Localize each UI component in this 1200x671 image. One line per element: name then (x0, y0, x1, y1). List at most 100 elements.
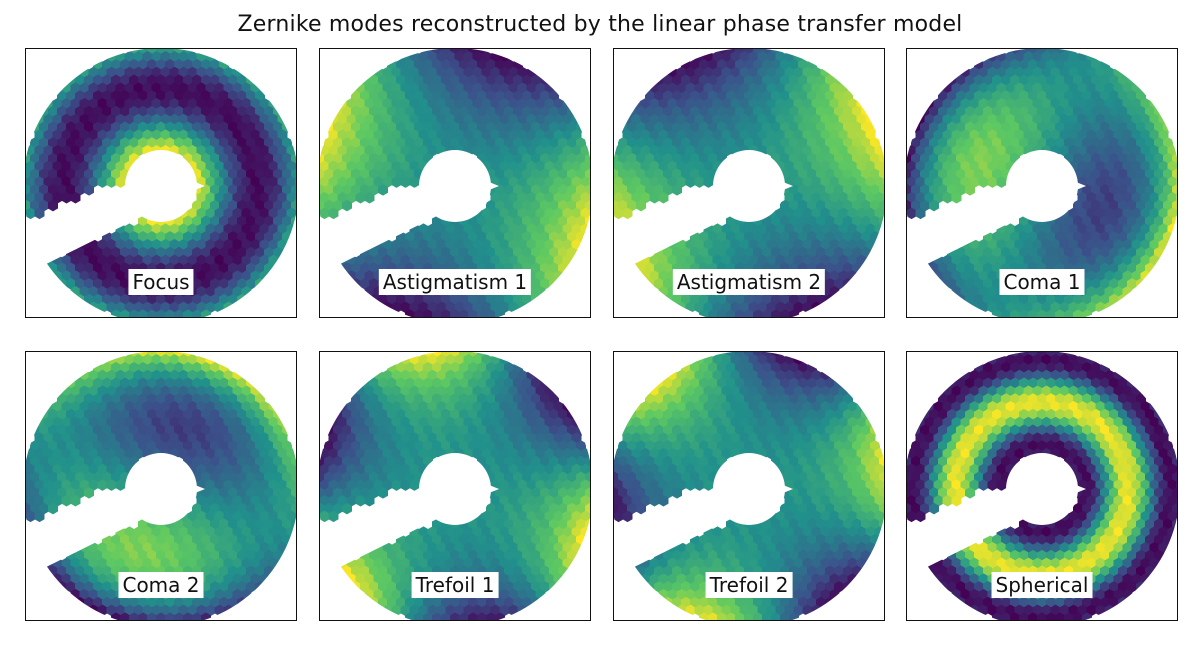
phase-cell (400, 176, 411, 188)
phase-cell (703, 479, 714, 491)
panel-label-coma-2: Coma 2 (118, 572, 204, 598)
obscuration-notch (489, 182, 499, 190)
phase-cell (115, 176, 126, 188)
phase-cell (201, 309, 211, 317)
phase-cell (622, 207, 633, 220)
phase-cell (614, 207, 624, 220)
phase-cell (355, 192, 366, 204)
phase-cell (635, 199, 647, 212)
obscuration-notch (195, 182, 205, 190)
panel-label-focus: Focus (128, 269, 194, 295)
phase-cell (685, 176, 696, 188)
phase-cell (34, 207, 45, 220)
phase-cell (584, 184, 590, 196)
phase-cell (70, 495, 81, 507)
panel-trefoil-1: Trefoil 1 (319, 351, 591, 621)
pupil-outer-mask (614, 49, 884, 317)
panel-label-coma-1: Coma 1 (999, 269, 1085, 295)
panel-focus: Focus (25, 48, 297, 318)
panel-coma-2: Coma 2 (25, 351, 297, 621)
phase-cell (106, 479, 117, 491)
spider-arm-gap (614, 178, 743, 274)
phase-cell (409, 176, 420, 188)
phase-cell (26, 510, 36, 523)
obscuration-notch (489, 485, 499, 493)
obscuration-notch (783, 182, 793, 190)
spider-arm-gap (26, 481, 155, 577)
phase-cell (47, 502, 59, 515)
phase-cell (341, 502, 353, 515)
phase-cell (47, 199, 59, 212)
panel-astigmatism-1: Astigmatism 1 (319, 48, 591, 318)
phase-cell (290, 487, 296, 499)
phase-cell (1082, 309, 1092, 317)
phase-cell (942, 192, 953, 204)
phase-cell (951, 192, 962, 204)
phase-cell (201, 612, 211, 620)
panel-astigmatism-2: Astigmatism 2 (613, 48, 885, 318)
phase-cell (703, 176, 714, 188)
phase-cell (915, 207, 926, 220)
phase-cell (26, 207, 36, 220)
obscuration-notch (195, 485, 205, 493)
phase-cell (320, 510, 330, 523)
phase-cell (685, 479, 696, 491)
phase-cell (61, 495, 72, 507)
phase-cell (987, 176, 998, 188)
pupil-outer-mask (320, 49, 590, 317)
phase-cell (964, 184, 975, 196)
phase-cell (928, 199, 940, 212)
phase-map-coma-1 (907, 49, 1177, 317)
spider-arm-gap (320, 481, 449, 577)
phase-cell (495, 309, 505, 317)
panel-trefoil-2: Trefoil 2 (613, 351, 885, 621)
pupil-outer-mask (26, 49, 296, 317)
panel-coma-1: Coma 1 (906, 48, 1178, 318)
phase-cell (495, 612, 505, 620)
phase-cell (320, 207, 330, 220)
phase-cell (789, 309, 799, 317)
phase-cell (978, 176, 989, 188)
phase-cell (83, 487, 94, 499)
phase-cell (377, 487, 388, 499)
panel-label-astigmatism-1: Astigmatism 1 (378, 269, 532, 295)
phase-cell (1171, 184, 1177, 196)
phase-cell (83, 184, 94, 196)
phase-cell (97, 176, 108, 188)
panel-label-astigmatism-2: Astigmatism 2 (672, 269, 826, 295)
pupil-outer-mask (320, 352, 590, 620)
phase-cell (328, 207, 339, 220)
spider-arm-gap (320, 178, 449, 274)
phase-cell (584, 487, 590, 499)
phase-cell (355, 495, 366, 507)
pupil-outer-mask (907, 49, 1177, 317)
spider-arm-gap (907, 178, 1036, 274)
phase-cell (97, 479, 108, 491)
phase-map-trefoil-1 (320, 352, 590, 620)
phase-cell (409, 479, 420, 491)
phase-cell (658, 192, 669, 204)
phase-cell (377, 184, 388, 196)
phase-cell (364, 192, 375, 204)
phase-cell (671, 184, 682, 196)
phase-cell (996, 176, 1007, 188)
spider-arm-gap (26, 178, 155, 274)
figure-title: Zernike modes reconstructed by the linea… (237, 12, 963, 37)
phase-cell (61, 192, 72, 204)
phase-cell (391, 479, 402, 491)
phase-cell (34, 510, 45, 523)
phase-cell (391, 176, 402, 188)
phase-cell (878, 184, 884, 196)
phase-cell (694, 176, 705, 188)
phase-cell (328, 510, 339, 523)
phase-cell (70, 192, 81, 204)
panel-label-trefoil-1: Trefoil 1 (411, 572, 499, 598)
phase-cell (649, 192, 660, 204)
obscuration-notch (1076, 182, 1086, 190)
phase-cell (400, 479, 411, 491)
phase-cell (694, 479, 705, 491)
phase-cell (115, 479, 126, 491)
phase-cell (907, 207, 917, 220)
phase-cell (364, 495, 375, 507)
pupil-outer-mask (26, 352, 296, 620)
